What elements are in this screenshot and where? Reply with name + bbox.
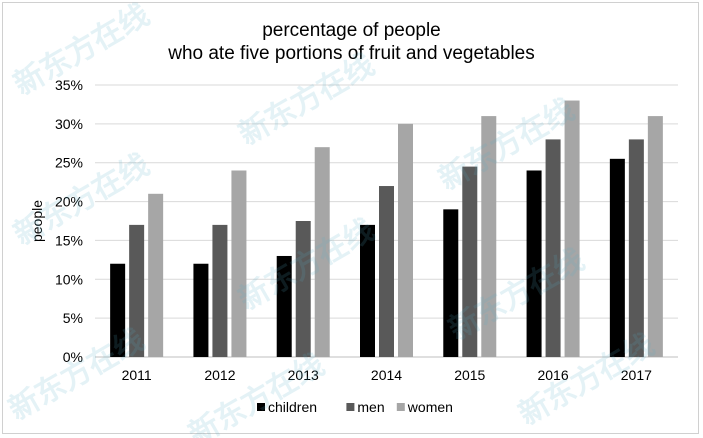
bar-children-2015 — [443, 209, 459, 357]
bar-women-2014 — [398, 123, 413, 357]
x-tick-label: 2017 — [621, 367, 652, 383]
legend-label-children: children — [268, 399, 317, 415]
legend-swatch-women — [396, 403, 405, 411]
legend-swatch-men — [346, 403, 355, 411]
y-tick-label: 10% — [55, 271, 83, 287]
bar-men-2017 — [628, 139, 644, 357]
y-tick-label: 25% — [55, 155, 83, 171]
x-tick-label: 2015 — [454, 367, 485, 383]
bar-children-2016 — [526, 170, 542, 357]
x-tick-label: 2016 — [537, 367, 568, 383]
bar-children-2013 — [276, 255, 292, 357]
bar-children-2017 — [609, 158, 625, 357]
y-tick-label: 0% — [63, 349, 83, 365]
bar-children-2014 — [360, 224, 375, 357]
bar-men-2014 — [379, 186, 394, 357]
legend-label-men: men — [357, 399, 384, 415]
bar-women-2013 — [314, 147, 330, 357]
legend-label-women: women — [407, 399, 453, 415]
chart-title-line-2: who ate five portions of fruit and veget… — [168, 43, 535, 64]
y-tick-label: 35% — [55, 77, 83, 93]
bar-women-2012 — [231, 170, 247, 357]
bar-men-2016 — [545, 139, 561, 357]
legend-swatch-children — [257, 403, 265, 411]
x-tick-label: 2013 — [288, 367, 319, 383]
bar-men-2011 — [129, 224, 145, 357]
y-axis-label: people — [29, 200, 45, 242]
bar-women-2016 — [564, 100, 580, 358]
chart-frame — [2, 2, 699, 434]
x-tick-label: 2014 — [371, 367, 402, 383]
y-tick-label: 5% — [63, 310, 83, 326]
bar-children-2011 — [110, 263, 126, 357]
x-tick-label: 2012 — [204, 367, 235, 383]
y-tick-label: 30% — [55, 116, 83, 132]
bar-children-2012 — [193, 263, 209, 357]
y-tick-label: 15% — [55, 232, 83, 248]
y-tick-label: 20% — [55, 194, 83, 210]
bar-women-2015 — [481, 116, 497, 357]
x-tick-label: 2011 — [122, 367, 152, 383]
bar-men-2012 — [212, 224, 228, 357]
bar-women-2011 — [148, 193, 164, 357]
chart-title-line-1: percentage of people — [262, 20, 441, 41]
bar-men-2015 — [462, 166, 478, 357]
bar-women-2017 — [647, 116, 663, 357]
bar-men-2013 — [295, 221, 311, 357]
